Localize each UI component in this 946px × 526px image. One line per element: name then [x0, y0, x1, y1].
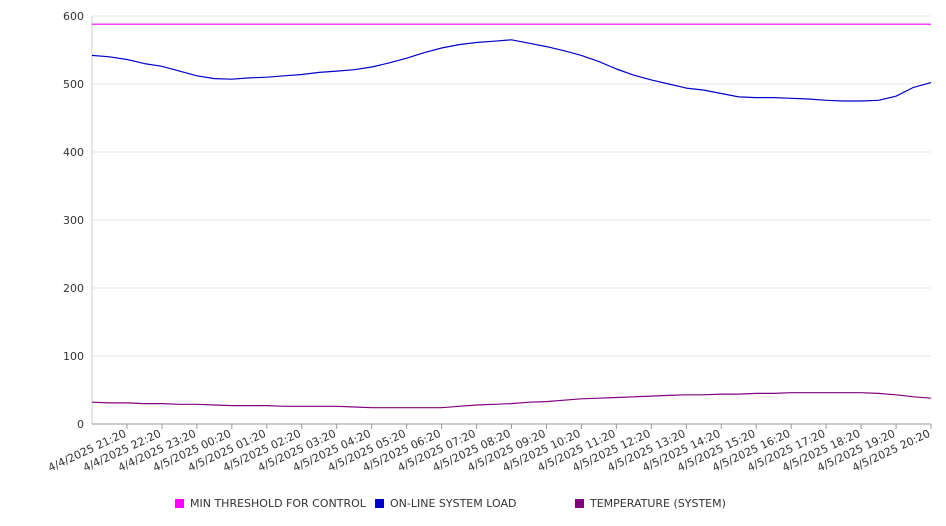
y-tick-label: 200 — [63, 282, 84, 295]
legend-swatch-temperature — [575, 499, 584, 508]
legend-item-temperature: TEMPERATURE (SYSTEM) — [575, 497, 726, 510]
legend: MIN THRESHOLD FOR CONTROL ON-LINE SYSTEM… — [0, 497, 946, 515]
legend-label-min-threshold: MIN THRESHOLD FOR CONTROL — [190, 497, 366, 510]
axes — [91, 16, 932, 429]
series-line-2 — [91, 392, 932, 409]
legend-swatch-min-threshold — [175, 499, 184, 508]
y-tick-label: 500 — [63, 78, 84, 91]
legend-label-temperature: TEMPERATURE (SYSTEM) — [590, 497, 726, 510]
gridlines — [92, 15, 931, 357]
y-tick-label: 300 — [63, 214, 84, 227]
legend-item-system-load: ON-LINE SYSTEM LOAD — [375, 497, 516, 510]
y-tick-label: 0 — [77, 418, 84, 431]
legend-label-system-load: ON-LINE SYSTEM LOAD — [390, 497, 517, 510]
y-tick-label: 400 — [63, 146, 84, 159]
y-tick-label: 600 — [63, 10, 84, 23]
y-tick-labels: 0 100 200 300 400 500 600 — [63, 10, 84, 431]
legend-swatch-system-load — [375, 499, 384, 508]
x-tick-labels: 4/4/2025 21:204/4/2025 22:204/4/2025 23:… — [46, 427, 932, 475]
series-line-1 — [91, 39, 932, 102]
y-tick-label: 100 — [63, 350, 84, 363]
series-lines — [91, 23, 932, 409]
legend-item-min-threshold: MIN THRESHOLD FOR CONTROL — [175, 497, 366, 510]
